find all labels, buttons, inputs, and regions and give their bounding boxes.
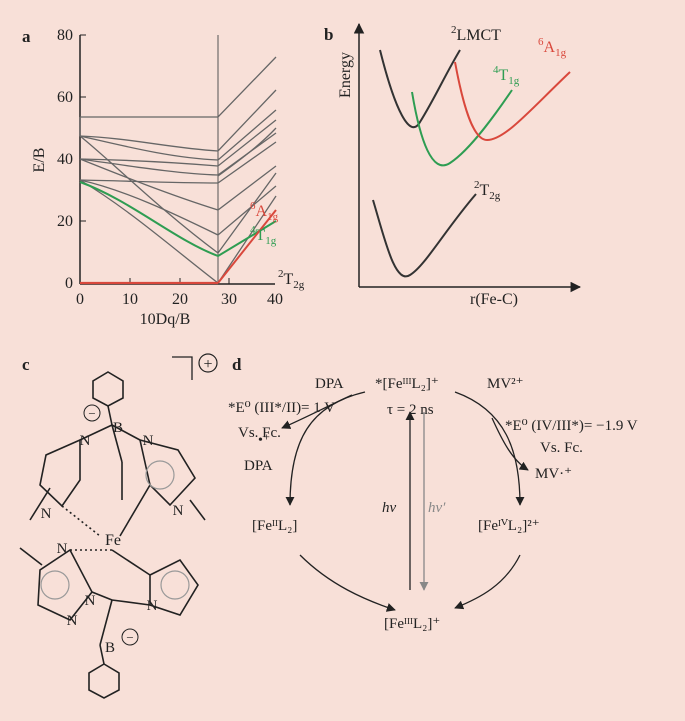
radical-dot: •⁺: [258, 433, 270, 448]
4T1g-curve: [79, 181, 277, 258]
y-axis-label: E/B: [31, 148, 48, 173]
2T2g-curve: [372, 193, 477, 278]
6A1g-curve: [454, 61, 571, 142]
y-tick-label: 0: [65, 275, 73, 292]
4T1g-curve: [411, 89, 513, 167]
charge-bracket: [172, 356, 193, 380]
atom-N: N: [147, 598, 158, 614]
ground-state: [FeᴵᴵᴵL₂]⁺: [384, 616, 440, 632]
energy-axis-label: Energy: [337, 52, 354, 98]
label-6A1g: 6A1g: [538, 36, 567, 59]
excited-state: *[FeᴵᴵᴵL₂]⁺: [375, 376, 439, 392]
panel-a: a 0 20 40 60 80 E/B 0 10 20 30 40 10Dq/B: [22, 27, 305, 328]
panel-a-label: a: [22, 27, 31, 46]
dpa-radical: DPA: [244, 458, 273, 474]
x-tick-label: 30: [221, 291, 237, 308]
panel-d-label: d: [232, 355, 242, 374]
label-2T2g: 2T2g: [278, 268, 305, 291]
y-tick-label: 40: [57, 151, 73, 168]
label-2T2g: 2T2g: [474, 179, 501, 202]
minus-sign: −: [126, 630, 133, 645]
atom-B: B: [105, 640, 115, 656]
right-potential: *E⁰ (IV/III*)= −1.9 V: [505, 418, 638, 434]
right-vs-fc: Vs. Fc.: [540, 440, 583, 456]
2LMCT-curve: [379, 49, 461, 129]
panel-b-label: b: [324, 25, 333, 44]
fe-iv-complex: [FeᴵⱽL₂]²⁺: [478, 518, 540, 534]
aromatic-rings: [40, 460, 190, 600]
minus-circle: [121, 628, 139, 646]
charge-circle: [198, 353, 218, 373]
mv-label: MV²⁺: [487, 376, 524, 392]
atom-N: N: [173, 503, 184, 519]
x-axis-label: 10Dq/B: [140, 311, 191, 328]
mv-radical: MV·⁺: [535, 466, 572, 482]
atom-N: N: [85, 593, 96, 609]
left-vs-fc: Vs. Fc.: [238, 425, 281, 441]
minus-circle: [83, 404, 101, 422]
label-6A1g: 6A1g: [250, 200, 279, 223]
catalytic-cycle: [281, 391, 529, 612]
x-tick-label: 20: [172, 291, 188, 308]
lifetime: τ = 2 ns: [387, 402, 434, 418]
left-potential: *E⁰ (III*/II)= 1 V: [228, 400, 335, 416]
fe-ii-complex: [FeᴵᴵL₂]: [252, 518, 297, 534]
atom-N: N: [57, 541, 68, 557]
atom-N: N: [80, 433, 91, 449]
atom-N: N: [143, 433, 154, 449]
atom-Fe: Fe: [105, 532, 121, 549]
atom-B: B: [113, 420, 123, 436]
dpa-label: DPA: [315, 376, 344, 392]
panel-d: d *E⁰ (III*/II)= 1 V DPA Vs. Fc. •⁺ DPA …: [228, 355, 638, 632]
y-tick-label: 80: [57, 27, 73, 44]
x-tick-label: 10: [122, 291, 138, 308]
minus-sign: −: [88, 406, 95, 421]
label-4T1g: 4T1g: [493, 64, 520, 87]
panel-b: b Energy r(Fe-C) 2LMCT 6A1g 4T1g 2T2g: [324, 22, 582, 308]
x-tick-label: 0: [76, 291, 84, 308]
distance-axis-label: r(Fe-C): [470, 291, 518, 308]
panel-c-label: c: [22, 355, 30, 374]
ligand-skeleton: [19, 371, 206, 699]
hv-prime-label: hν′: [428, 500, 446, 516]
tanabe-sugano-curves: [79, 56, 277, 284]
y-tick-label: 20: [57, 213, 73, 230]
complex-charge: +: [203, 356, 212, 373]
label-2LMCT: 2LMCT: [451, 24, 501, 44]
atom-N: N: [41, 506, 52, 522]
hv-label: hν: [382, 500, 397, 516]
label-4T1g: 4T1g: [250, 224, 277, 247]
panel-c: c +: [19, 353, 218, 699]
x-tick-label: 40: [267, 291, 283, 308]
y-tick-label: 60: [57, 89, 73, 106]
6A1g-curve: [217, 209, 277, 284]
atom-N: N: [67, 613, 78, 629]
